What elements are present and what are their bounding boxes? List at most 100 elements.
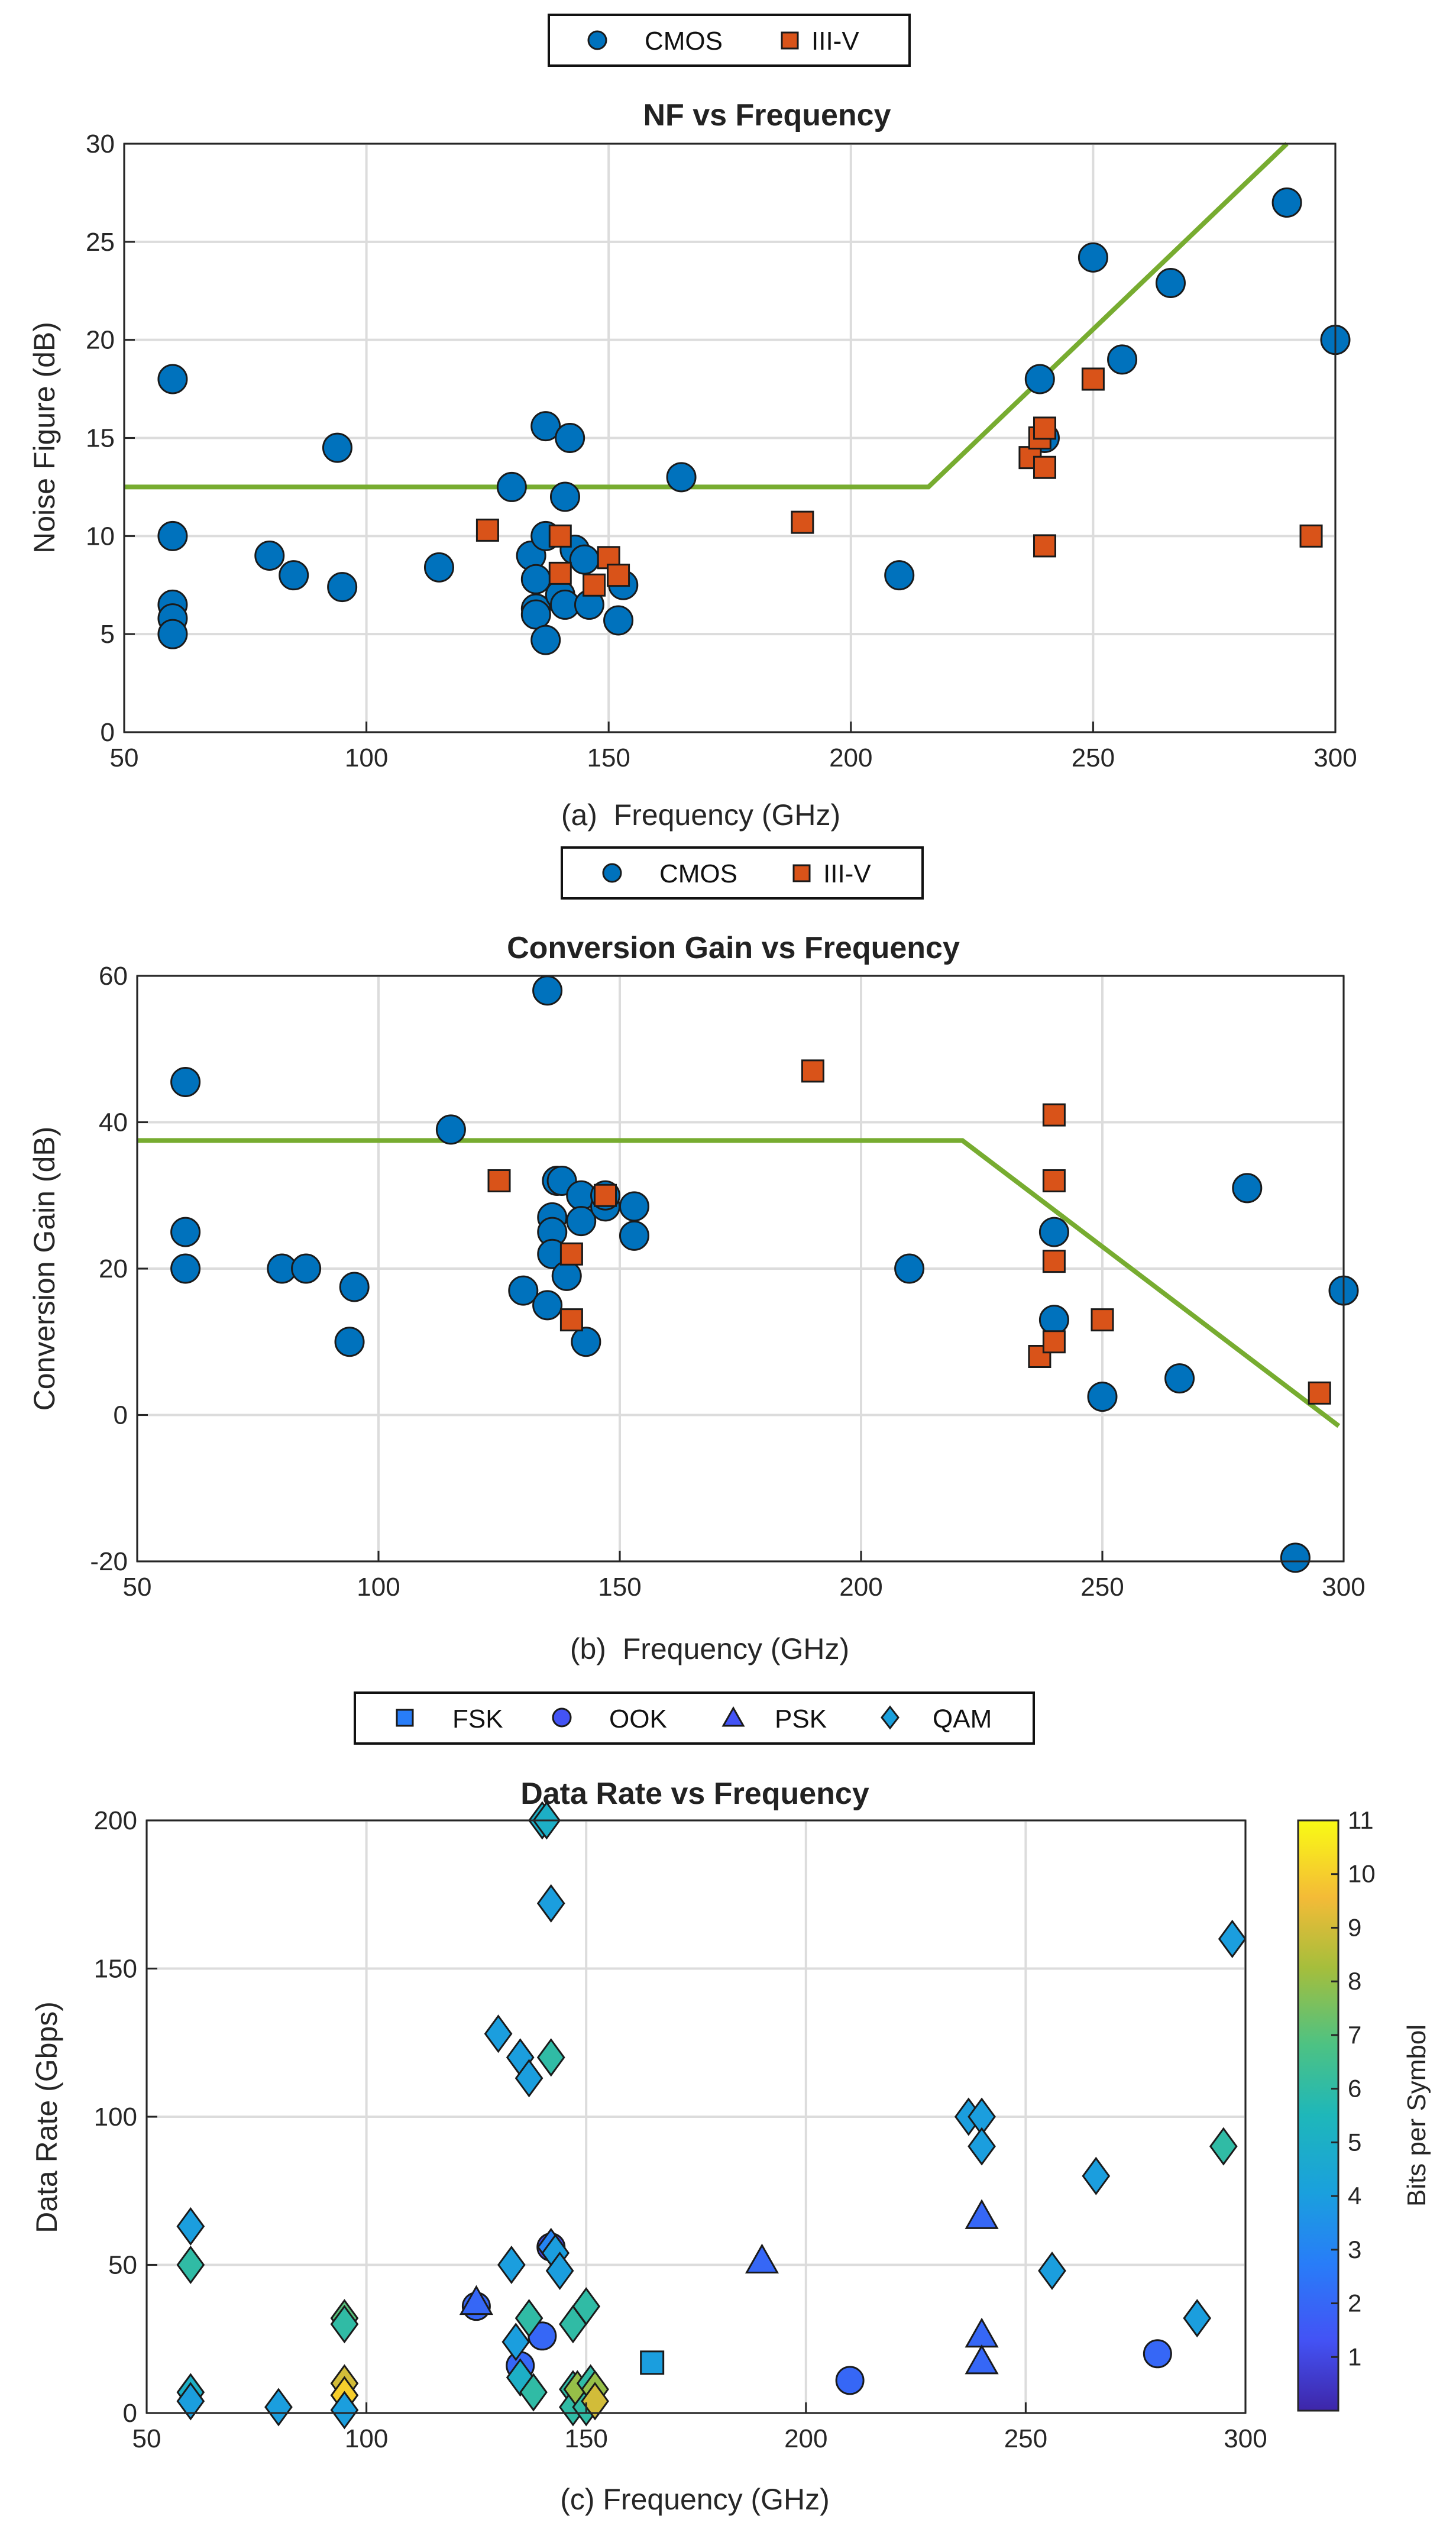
legend-b-iiiv-marker bbox=[792, 864, 811, 882]
point-a-iiiv bbox=[1033, 534, 1056, 558]
point-c-psk bbox=[965, 2317, 999, 2348]
y-tick-label-a: 0 bbox=[101, 718, 115, 747]
point-b-cmos bbox=[1038, 1305, 1069, 1335]
point-b-cmos bbox=[551, 1260, 582, 1291]
point-c-qam bbox=[497, 2245, 526, 2285]
point-c-ook bbox=[835, 2366, 865, 2395]
point-c-qam bbox=[1218, 1919, 1247, 1958]
y-ticks-a: 0 5 10 15 20 25 30 bbox=[86, 130, 135, 747]
point-a-cmos bbox=[520, 599, 551, 630]
point-b-iiiv bbox=[1091, 1308, 1114, 1332]
legend-a-iiiv-marker bbox=[781, 31, 799, 50]
x-tick-label-a: 50 bbox=[110, 743, 139, 772]
y-tick-label-a: 15 bbox=[86, 424, 115, 453]
point-a-cmos bbox=[157, 364, 188, 394]
x-tick-label-b: 200 bbox=[839, 1573, 882, 1602]
colorbar-tick-label: 5 bbox=[1348, 2128, 1361, 2156]
point-c-psk bbox=[459, 2285, 493, 2315]
point-a-iiiv bbox=[791, 510, 814, 534]
point-a-cmos bbox=[1271, 187, 1302, 218]
point-b-cmos bbox=[334, 1327, 365, 1357]
y-ticks-c: 0 50 100 150 200 bbox=[94, 1806, 157, 2428]
legend-a-cmos-label: CMOS bbox=[645, 27, 723, 56]
point-b-iiiv bbox=[559, 1242, 583, 1266]
y-tick-label-a: 5 bbox=[101, 620, 115, 649]
x-tick-label-b: 50 bbox=[123, 1573, 152, 1602]
x-tick-label-a: 250 bbox=[1072, 743, 1115, 772]
point-c-qam bbox=[572, 2287, 601, 2326]
point-a-cmos bbox=[603, 605, 634, 636]
point-a-cmos bbox=[1107, 344, 1138, 375]
point-c-qam bbox=[176, 2207, 205, 2246]
legend-c-ook-label: OOK bbox=[609, 1704, 667, 1733]
point-c-qam bbox=[1038, 2251, 1066, 2291]
point-a-cmos bbox=[322, 432, 352, 463]
point-b-cmos bbox=[532, 1290, 563, 1321]
legend-a: CMOS III-V bbox=[548, 14, 911, 67]
colorbar-tick-label: 11 bbox=[1348, 1806, 1374, 1834]
x-tick-label-c: 250 bbox=[1004, 2424, 1047, 2453]
legend-a-cmos-marker bbox=[587, 30, 607, 50]
legend-b-cmos-marker bbox=[602, 863, 622, 883]
x-tick-label-b: 150 bbox=[598, 1573, 641, 1602]
point-c-psk bbox=[965, 2199, 999, 2229]
x-tick-label-c: 100 bbox=[345, 2424, 388, 2453]
point-c-qam bbox=[501, 2323, 530, 2362]
point-a-cmos bbox=[530, 625, 561, 655]
point-c-qam bbox=[536, 1884, 565, 1923]
point-c-qam bbox=[330, 2391, 359, 2430]
trend-line-b bbox=[137, 1138, 1341, 1428]
point-b-cmos bbox=[619, 1220, 649, 1251]
legend-c-ook-marker bbox=[552, 1707, 572, 1728]
x-tick-label-a: 300 bbox=[1313, 743, 1357, 772]
grid-a bbox=[123, 143, 1337, 733]
point-a-cmos bbox=[1078, 242, 1108, 273]
y-tick-label-b: 0 bbox=[114, 1401, 128, 1430]
point-a-cmos bbox=[520, 564, 551, 594]
point-a-cmos bbox=[157, 619, 188, 649]
point-a-cmos bbox=[279, 560, 309, 591]
legend-b-iiiv-label: III-V bbox=[823, 859, 871, 888]
y-tick-label-a: 30 bbox=[86, 130, 115, 159]
trend-line-a bbox=[124, 142, 1289, 490]
y-tick-label-b: 20 bbox=[99, 1254, 128, 1283]
panel-c-ylabel: Data Rate (Gbps) bbox=[30, 2001, 63, 2233]
point-b-iiiv bbox=[1042, 1250, 1066, 1273]
colorbar-tick-label: 2 bbox=[1348, 2289, 1361, 2317]
trend-line-path-b bbox=[137, 1138, 1341, 1428]
point-b-cmos bbox=[894, 1253, 925, 1284]
point-a-cmos bbox=[530, 411, 561, 442]
points-b bbox=[170, 975, 1359, 1573]
x-tick-label-c: 50 bbox=[132, 2424, 161, 2453]
y-tick-label-c: 50 bbox=[108, 2251, 137, 2280]
x-tick-label-a: 200 bbox=[829, 743, 872, 772]
point-c-qam bbox=[515, 2059, 543, 2098]
legend-c-fsk-marker bbox=[396, 1709, 414, 1727]
x-ticks-c: 50 100 150 200 250 300 bbox=[132, 2402, 1267, 2453]
point-b-iiiv bbox=[1042, 1103, 1066, 1127]
panel-c-data-rate-vs-frequency: FSK OOK PSK QAM Data Rate vs Frequency 5… bbox=[30, 1691, 1431, 2516]
point-a-iiiv bbox=[1033, 416, 1056, 440]
point-c-qam bbox=[545, 2251, 574, 2291]
point-b-cmos bbox=[435, 1114, 466, 1145]
legend-c-qam-marker bbox=[881, 1705, 900, 1730]
y-tick-label-a: 20 bbox=[86, 326, 115, 355]
legend-a-iiiv-label: III-V bbox=[811, 27, 859, 56]
x-tick-label-b: 250 bbox=[1080, 1573, 1124, 1602]
point-b-cmos bbox=[532, 975, 563, 1006]
point-b-iiiv bbox=[559, 1308, 583, 1332]
colorbar-tick-label: 7 bbox=[1348, 2021, 1361, 2049]
x-ticks-b: 50 100 150 200 250 300 bbox=[123, 1551, 1366, 1602]
point-a-cmos bbox=[327, 572, 358, 603]
point-a-cmos bbox=[1024, 364, 1055, 394]
point-b-cmos bbox=[1280, 1542, 1311, 1573]
panel-a-nf-vs-frequency: CMOS III-V NF vs Frequency 50 100 150 200 25… bbox=[28, 14, 1357, 832]
point-a-cmos bbox=[555, 423, 585, 453]
point-b-cmos bbox=[1232, 1173, 1263, 1204]
point-b-iiiv bbox=[801, 1059, 824, 1083]
y-tick-label-c: 200 bbox=[94, 1806, 137, 1835]
legend-c: FSK OOK PSK QAM bbox=[354, 1691, 1035, 1745]
point-b-cmos bbox=[170, 1253, 201, 1284]
point-c-qam bbox=[264, 2388, 293, 2427]
